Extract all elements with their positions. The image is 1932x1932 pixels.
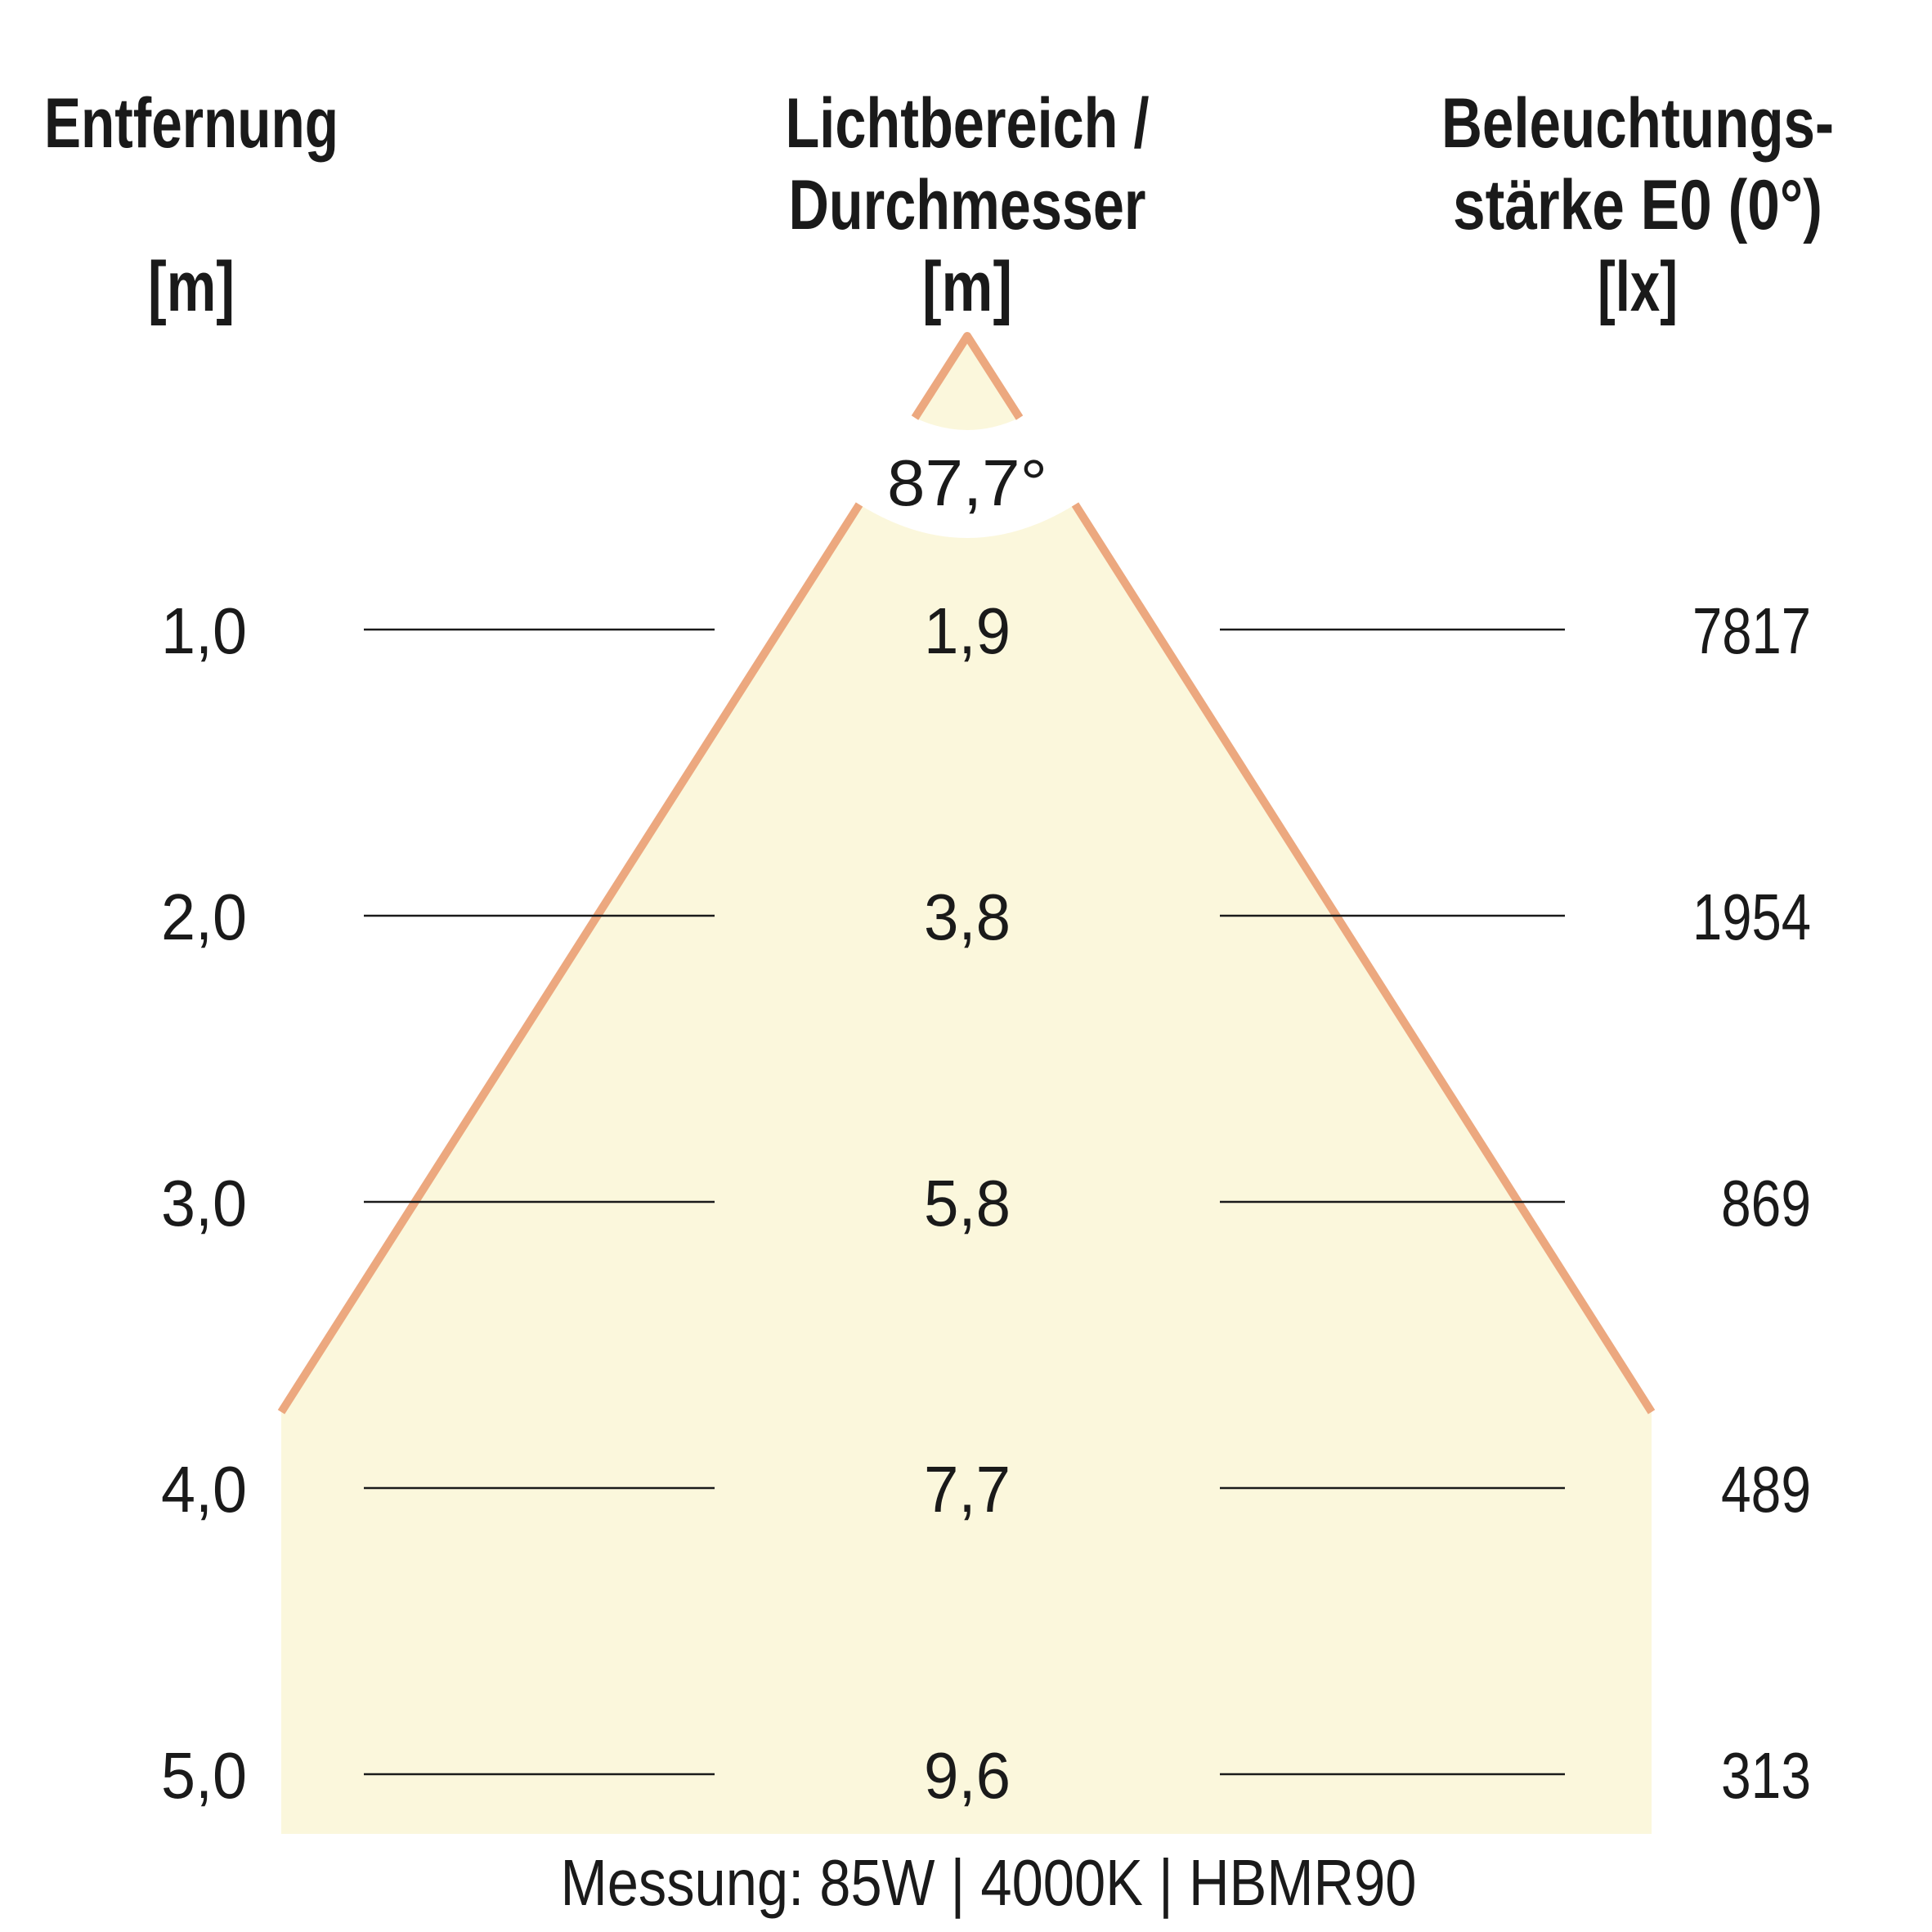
row-distance-3: 3,0 (161, 1167, 247, 1239)
row-distance-4: 4,0 (161, 1453, 247, 1526)
row-distance-5: 5,0 (161, 1739, 247, 1812)
row-illuminance-4: 489 (1721, 1453, 1811, 1526)
header-beam-title-line1: Lichtbereich / (786, 84, 1150, 163)
header-distance-title: Entfernung (44, 84, 338, 163)
row-diameter-5: 9,6 (924, 1739, 1011, 1812)
header-illuminance-unit: [lx] (1598, 248, 1678, 326)
row-distance-2: 2,0 (161, 881, 247, 953)
row-illuminance-5: 313 (1721, 1739, 1811, 1812)
header-illuminance-title-line2: stärke E0 (0°) (1453, 166, 1822, 244)
row-diameter-1: 1,9 (924, 594, 1011, 667)
row-distance-1: 1,0 (161, 594, 247, 667)
row-illuminance-3: 869 (1721, 1167, 1811, 1239)
measurement-note: Messung: 85W | 4000K | HBMR90 (561, 1846, 1417, 1919)
row-diameter-2: 3,8 (924, 881, 1011, 953)
header-distance-unit: [m] (148, 248, 235, 326)
beam-cone-left-outline (277, 502, 863, 1414)
row-diameter-4: 7,7 (924, 1453, 1011, 1526)
header-beam-title-line2: Durchmesser (789, 166, 1146, 244)
row-illuminance-2: 1954 (1692, 881, 1811, 953)
row-illuminance-1: 7817 (1692, 594, 1811, 667)
beam-apex-wedge-fill (915, 336, 1020, 430)
beam-apex-wedge-outline (911, 332, 1024, 420)
beam-cone-fill (281, 504, 1652, 1834)
row-diameter-3: 5,8 (924, 1167, 1011, 1239)
beam-angle-label: 87,7° (887, 446, 1047, 519)
header-beam-unit: [m] (922, 248, 1012, 326)
beam-cone-right-outline (1071, 502, 1656, 1414)
header-illuminance-title-line1: Beleuchtungs- (1441, 84, 1834, 163)
